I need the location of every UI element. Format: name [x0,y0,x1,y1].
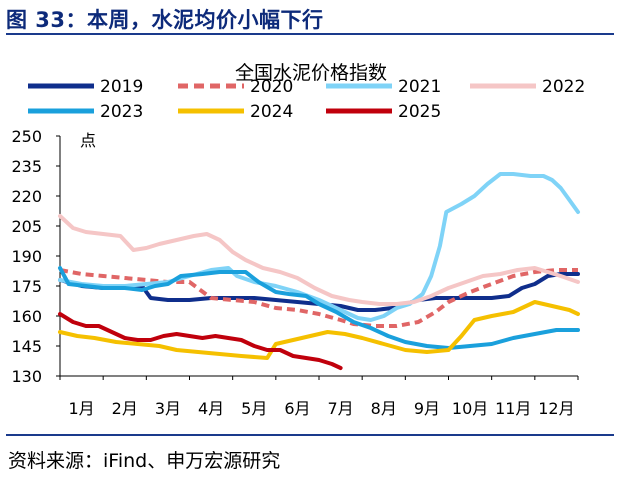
x-tick-label: 5月 [241,399,267,418]
x-tick-label: 6月 [284,399,310,418]
series-line-2022 [58,214,580,306]
y-tick-label: 145 [11,337,42,356]
legend-label-2025: 2025 [398,102,441,122]
top-rule [6,33,614,35]
x-tick-label: 8月 [371,399,397,418]
y-tick-label: 250 [11,127,42,146]
x-tick-label: 4月 [198,399,224,418]
x-tick-label: 10月 [452,399,488,418]
y-tick-label: 235 [11,157,42,176]
figure-title: 图 33：本周，水泥均价小幅下行 [6,8,324,32]
series-line-2019 [58,272,580,312]
x-tick-label: 1月 [68,399,94,418]
y-tick-label: 205 [11,217,42,236]
bottom-rule [6,434,614,436]
legend-label-2024: 2024 [250,102,293,122]
legend-label-2023: 2023 [100,102,143,122]
source-note: 资料来源：iFind、申万宏源研究 [8,450,281,472]
series-line-2020 [59,268,578,328]
y-tick-label: 220 [11,187,42,206]
y-tick-label: 190 [11,247,42,266]
x-tick-label: 12月 [538,399,574,418]
x-tick-label: 9月 [414,399,440,418]
series-line-2021 [58,172,580,322]
series-line-2025 [58,312,343,370]
x-tick-label: 11月 [495,399,531,418]
legend-label-2020: 2020 [250,77,293,97]
x-tick-label: 3月 [155,399,181,418]
y-tick-label: 160 [11,307,42,326]
series-line-2024 [58,300,580,360]
x-tick-label: 2月 [112,399,138,418]
series-line-2023 [58,266,580,350]
y-axis-label: 点 [80,131,96,150]
chart-title: 全国水泥价格指数 [234,62,387,84]
legend-label-2019: 2019 [100,77,143,97]
y-tick-label: 130 [11,367,42,386]
x-tick-label: 7月 [327,399,353,418]
legend-label-2021: 2021 [398,77,441,97]
legend-label-2022: 2022 [542,77,585,97]
y-tick-label: 175 [11,277,42,296]
